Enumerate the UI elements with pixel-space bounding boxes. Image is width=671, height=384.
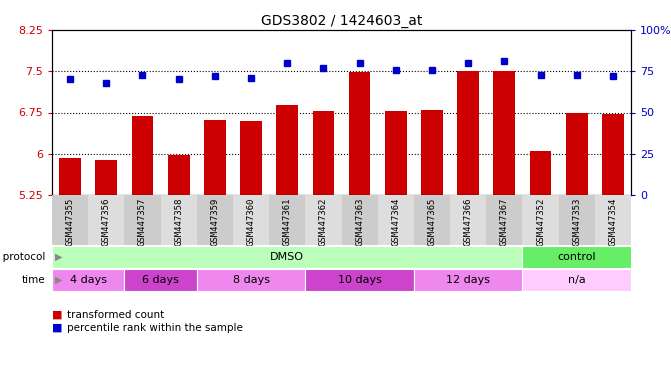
Text: GSM447355: GSM447355 [66, 197, 74, 246]
Bar [313, 111, 334, 195]
Text: DMSO: DMSO [270, 252, 304, 262]
Bar [523, 269, 631, 291]
Bar [566, 113, 588, 195]
Text: GSM447367: GSM447367 [500, 197, 509, 246]
Bar [168, 155, 189, 195]
Text: GSM447353: GSM447353 [572, 197, 581, 246]
Bar [486, 195, 523, 245]
Text: GSM447364: GSM447364 [391, 197, 401, 246]
Bar [124, 195, 160, 245]
Text: 4 days: 4 days [70, 275, 107, 285]
Bar [52, 246, 523, 268]
Bar [421, 110, 443, 195]
Bar [276, 105, 298, 195]
Text: growth protocol: growth protocol [0, 252, 45, 262]
Text: GSM447362: GSM447362 [319, 197, 328, 246]
Bar [160, 195, 197, 245]
Bar [458, 71, 479, 195]
Text: 12 days: 12 days [446, 275, 490, 285]
Text: percentile rank within the sample: percentile rank within the sample [66, 323, 243, 333]
Bar [197, 269, 305, 291]
Text: 6 days: 6 days [142, 275, 179, 285]
Text: transformed count: transformed count [66, 310, 164, 320]
Bar [602, 114, 624, 195]
Bar [349, 72, 370, 195]
Text: GSM447359: GSM447359 [210, 197, 219, 246]
Bar [595, 195, 631, 245]
Text: GSM447354: GSM447354 [609, 197, 617, 246]
Bar [52, 195, 88, 245]
Text: ■: ■ [52, 323, 66, 333]
Bar [450, 195, 486, 245]
Text: GSM447366: GSM447366 [464, 197, 472, 246]
Bar [529, 151, 552, 195]
Bar [523, 246, 631, 268]
Bar [59, 158, 81, 195]
Text: GSM447365: GSM447365 [427, 197, 436, 246]
Text: GSM447356: GSM447356 [102, 197, 111, 246]
Bar [197, 195, 233, 245]
Text: GSM447361: GSM447361 [282, 197, 292, 246]
Text: control: control [558, 252, 596, 262]
Title: GDS3802 / 1424603_at: GDS3802 / 1424603_at [261, 13, 422, 28]
Bar [233, 195, 269, 245]
Text: n/a: n/a [568, 275, 586, 285]
Bar [52, 269, 124, 291]
Text: ▶: ▶ [55, 252, 63, 262]
Bar [124, 269, 197, 291]
Bar [378, 195, 414, 245]
Text: GSM447358: GSM447358 [174, 197, 183, 246]
Bar [559, 195, 595, 245]
Bar [493, 71, 515, 195]
Bar [269, 195, 305, 245]
Text: time: time [21, 275, 45, 285]
Bar [523, 195, 559, 245]
Bar [88, 195, 124, 245]
Bar [414, 269, 523, 291]
Bar [204, 120, 225, 195]
Text: GSM447363: GSM447363 [355, 197, 364, 246]
Bar [305, 195, 342, 245]
Bar [342, 195, 378, 245]
Text: GSM447357: GSM447357 [138, 197, 147, 246]
Bar [240, 121, 262, 195]
Text: ■: ■ [52, 310, 66, 320]
Text: 10 days: 10 days [338, 275, 382, 285]
Text: GSM447360: GSM447360 [246, 197, 256, 246]
Bar [414, 195, 450, 245]
Text: ▶: ▶ [55, 275, 63, 285]
Text: GSM447352: GSM447352 [536, 197, 545, 246]
Bar [95, 161, 117, 195]
Bar [132, 116, 154, 195]
Bar [305, 269, 414, 291]
Bar [385, 111, 407, 195]
Text: 8 days: 8 days [233, 275, 270, 285]
